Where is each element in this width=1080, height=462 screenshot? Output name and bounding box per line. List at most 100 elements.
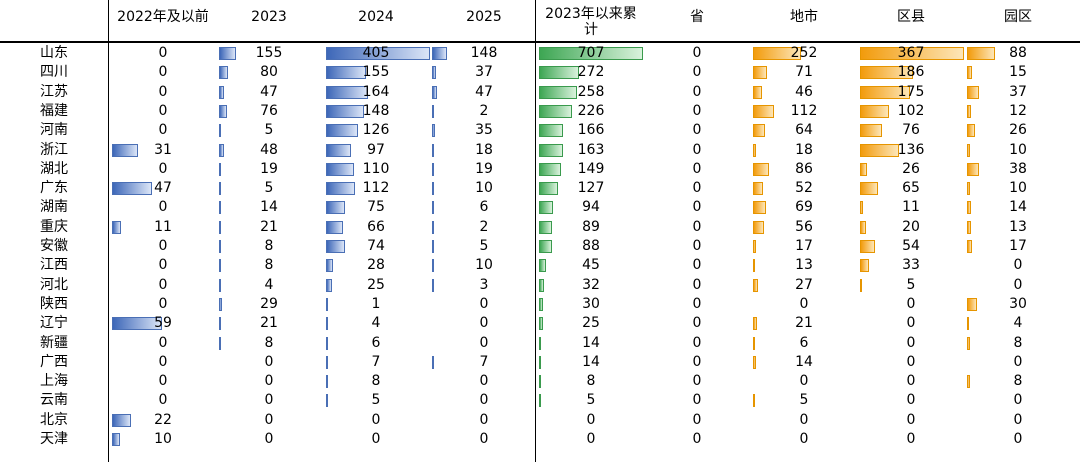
table-cell: 8 <box>0 372 1080 391</box>
region-label: 江西 <box>40 257 68 274</box>
data-bar <box>860 85 910 99</box>
data-value: 136 <box>897 141 925 158</box>
data-bar <box>326 259 334 273</box>
data-value: 102 <box>897 102 925 119</box>
table-cell: 4 <box>0 314 1080 333</box>
data-bar <box>326 85 369 99</box>
column-header: 2022年及以前 <box>117 9 209 25</box>
table-cell: 31 <box>0 141 1080 160</box>
table-cell: 175 <box>0 83 1080 102</box>
table-cell: 5 <box>0 179 1080 198</box>
data-bar <box>753 124 766 138</box>
table-cell: 0 <box>0 44 1080 63</box>
data-bar <box>753 47 802 60</box>
data-value: 76 <box>902 122 920 139</box>
data-bar <box>753 317 757 331</box>
data-value: 112 <box>362 180 390 197</box>
data-bar <box>432 162 434 176</box>
table-cell: 10 <box>0 141 1080 160</box>
data-bar <box>219 297 223 311</box>
table-cell: 18 <box>0 141 1080 160</box>
data-value: 76 <box>260 102 278 119</box>
table-cell: 38 <box>0 160 1080 179</box>
data-bar <box>326 394 328 408</box>
data-bar <box>539 220 553 234</box>
data-value: 54 <box>902 238 920 254</box>
region-label: 陕西 <box>40 295 68 312</box>
data-bar <box>326 375 329 389</box>
data-bar <box>860 240 876 253</box>
data-bar <box>539 124 564 138</box>
data-bar <box>753 220 764 234</box>
data-value: 8 <box>264 257 274 274</box>
data-value: 0 <box>906 411 916 428</box>
table-cell: 54 <box>0 237 1080 256</box>
data-value: 26 <box>902 160 920 177</box>
table-cell: 149 <box>0 160 1080 179</box>
data-value: 0 <box>692 238 702 254</box>
table-cell: 0 <box>0 237 1080 256</box>
data-bar <box>860 104 889 118</box>
table-cell: 8 <box>0 372 1080 391</box>
data-bar <box>326 66 366 80</box>
data-bar <box>860 182 879 196</box>
data-bar <box>753 278 759 292</box>
table-cell: 127 <box>0 179 1080 198</box>
data-bar <box>539 143 563 157</box>
table-cell: 0 <box>0 391 1080 410</box>
data-bar <box>967 336 970 350</box>
data-bar <box>432 259 434 273</box>
table-cell: 5 <box>0 391 1080 410</box>
data-bar <box>539 66 579 80</box>
data-value: 47 <box>260 83 278 100</box>
region-label: 广西 <box>40 353 68 370</box>
data-bar <box>967 104 971 118</box>
table-cell: 21 <box>0 314 1080 333</box>
data-bar <box>112 182 152 196</box>
data-value: 52 <box>795 180 813 197</box>
data-value: 74 <box>367 238 385 254</box>
data-value: 0 <box>158 353 168 370</box>
data-bar <box>753 240 757 253</box>
table-cell: 0 <box>0 391 1080 410</box>
data-value: 166 <box>577 122 605 139</box>
table-cell: 0 <box>0 276 1080 295</box>
table-cell: 15 <box>0 63 1080 82</box>
region-label: 广东 <box>40 180 68 197</box>
table-cell: 163 <box>0 141 1080 160</box>
data-bar <box>432 240 434 253</box>
data-value: 89 <box>582 218 600 235</box>
data-value: 0 <box>906 392 916 409</box>
data-value: 0 <box>692 315 702 332</box>
table-cell: 13 <box>0 218 1080 237</box>
data-value: 1 <box>371 295 381 312</box>
data-bar <box>326 240 345 253</box>
table-cell: 80 <box>0 63 1080 82</box>
table-cell: 0 <box>0 430 1080 449</box>
table-cell: 2 <box>0 102 1080 121</box>
data-value: 0 <box>479 315 489 332</box>
data-value: 707 <box>577 45 605 61</box>
data-bar <box>219 162 222 176</box>
data-value: 80 <box>260 64 278 81</box>
table-cell: 707 <box>0 44 1080 63</box>
data-bar <box>219 47 236 60</box>
data-bar <box>219 182 221 196</box>
data-bar <box>753 259 756 273</box>
table-cell: 7 <box>0 353 1080 372</box>
region-label: 浙江 <box>40 141 68 158</box>
data-value: 258 <box>577 83 605 100</box>
data-bar <box>432 66 436 80</box>
data-bar <box>967 220 972 234</box>
data-value: 46 <box>795 83 813 100</box>
table-cell: 47 <box>0 83 1080 102</box>
table-cell: 0 <box>0 276 1080 295</box>
data-bar <box>432 85 437 99</box>
table-cell: 272 <box>0 63 1080 82</box>
data-value: 64 <box>795 122 813 139</box>
data-bar <box>326 317 328 331</box>
table-cell: 0 <box>0 256 1080 275</box>
region-label: 安徽 <box>40 238 68 254</box>
data-bar <box>539 355 542 369</box>
table-cell: 0 <box>0 295 1080 314</box>
